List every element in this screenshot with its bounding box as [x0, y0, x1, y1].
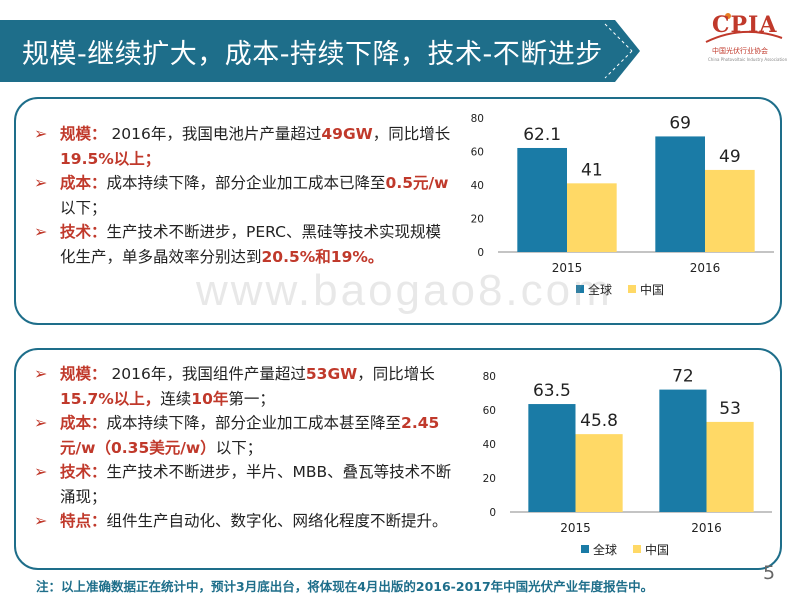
bar-全球	[655, 136, 705, 252]
bullet-list: ➢ 规模： 2016年，我国电池片产量超过49GW，同比增长 19.5%以上； ➢ 成本…	[34, 122, 454, 269]
bullet-text: 以下；	[215, 438, 263, 457]
bullet-text: ，同比增长	[372, 125, 451, 143]
y-tick-label: 0	[489, 507, 496, 519]
bullet-item: ➢ 规模： 2016年，我国组件产量超过53GW，同比增长 15.7%以上，连续10…	[34, 362, 464, 411]
arrow-bullet-icon: ➢	[34, 124, 48, 143]
data-label: 45.8	[580, 411, 618, 431]
y-tick-label: 0	[477, 247, 484, 259]
logo-en-name: China Photovoltaic Industry Association	[708, 57, 788, 62]
bullet-text: ，同比增长	[357, 365, 435, 383]
legend-label: 中国	[645, 542, 669, 557]
highlight-text: 53GW	[305, 365, 358, 383]
bullet-key: 特点：	[60, 512, 107, 530]
legend-label: 全球	[593, 542, 617, 557]
y-tick-label: 80	[471, 113, 484, 125]
bar-chart: 0 20 40 60 80 63.5 45.8 2015 72 53 2016 全球 中国	[483, 367, 772, 557]
legend-swatch	[633, 545, 641, 553]
x-tick-label: 2016	[690, 261, 721, 275]
data-label: 69	[669, 113, 691, 133]
y-tick-label: 60	[471, 147, 484, 159]
page-title: 规模-继续扩大，成本-持续下降，技术-不断进步	[22, 39, 603, 70]
bullet-key: 技术：	[60, 223, 107, 241]
logo-arc-icon	[705, 13, 783, 43]
bullet-text: 生产技术不断进步，PERC、黑硅等技术实现规模化生产，单多晶效率分别达到	[60, 223, 441, 266]
bullet-key: 成本：	[60, 174, 107, 192]
bullet-text: 成本持续下降，部分企业加工成本甚至降至	[106, 414, 402, 432]
bullet-text: 2016年，我国电池片产量超过	[106, 125, 322, 143]
bar-全球	[659, 389, 707, 512]
legend-label: 中国	[640, 282, 664, 297]
legend-label: 全球	[588, 282, 612, 297]
highlight-text: 2.45元/w（0.35美元/w）	[60, 414, 440, 457]
bullet-text: 组件生产自动化、数字化、网络化程度不断提升。	[106, 512, 448, 530]
banner-shape	[0, 20, 640, 82]
bullet-text: 2016年，我国组件产量超过	[106, 365, 306, 383]
bar-中国	[705, 169, 755, 252]
data-label: 49	[719, 147, 741, 167]
highlight-text: 49GW	[321, 125, 373, 143]
bullet-key: 规模：	[60, 365, 107, 383]
bullet-key: 规模：	[60, 125, 107, 143]
y-tick-label: 40	[483, 439, 496, 451]
bullet-item: ➢ 成本：成本持续下降，部分企业加工成本甚至降至2.45元/w（0.35美元/w）…	[34, 411, 464, 460]
footnote: 注：以上准确数据正在统计中，预计3月底出台，将体现在4月出版的2016-2017…	[36, 579, 654, 594]
arrow-bullet-icon: ➢	[34, 364, 48, 383]
watermark: www.baogao8.com	[196, 266, 613, 315]
highlight-text: 15.7%以上，	[60, 389, 161, 408]
bullet-item: ➢ 技术：生产技术不断进步，PERC、黑硅等技术实现规模化生产，单多晶效率分别达到…	[34, 220, 454, 269]
bullet-text: 连续	[160, 389, 192, 408]
bar-中国	[706, 421, 754, 512]
page-number: 5	[763, 562, 776, 584]
y-tick-label: 40	[471, 180, 484, 192]
arrow-bullet-icon: ➢	[34, 511, 48, 530]
bullet-text: 第一；	[228, 389, 275, 408]
x-tick-label: 2015	[560, 521, 591, 535]
legend-swatch	[581, 545, 589, 553]
logo-abbr: CPIA	[712, 12, 778, 38]
panel-modules: ➢ 规模： 2016年，我国组件产量超过53GW，同比增长 15.7%以上，连续10…	[14, 348, 782, 570]
legend-swatch	[628, 285, 636, 293]
y-tick-label: 20	[471, 214, 484, 226]
title-banner: 规模-继续扩大，成本-持续下降，技术-不断进步	[0, 20, 640, 82]
chart-modules: 0 20 40 60 80 63.5 45.8 2015 72 53 2016 全球 中国	[470, 366, 776, 564]
bullet-item: ➢ 成本：成本持续下降，部分企业加工成本已降至0.5元/w 以下；	[34, 171, 454, 220]
bullet-list: ➢ 规模： 2016年，我国组件产量超过53GW，同比增长 15.7%以上，连续10…	[34, 362, 464, 534]
data-label: 41	[581, 160, 603, 180]
arrow-bullet-icon: ➢	[34, 222, 48, 241]
bullet-text: 成本持续下降，部分企业加工成本已降至	[106, 174, 386, 192]
y-tick-label: 80	[483, 371, 496, 383]
legend-swatch	[576, 285, 584, 293]
highlight-text: 20.5%和19%。	[261, 247, 384, 266]
logo-cn-name: 中国光伏行业协会	[712, 47, 768, 55]
bullet-item: ➢ 规模： 2016年，我国电池片产量超过49GW，同比增长 19.5%以上；	[34, 122, 454, 171]
data-label: 53	[719, 399, 741, 419]
cpia-logo: CPIA 中国光伏行业协会 China Photovoltaic Industr…	[698, 4, 788, 70]
bar-全球	[517, 147, 567, 252]
bullet-text: 生产技术不断进步，半片、MBB、叠瓦等技术不断涌现；	[60, 463, 452, 506]
panel-cells: ➢ 规模： 2016年，我国电池片产量超过49GW，同比增长 19.5%以上； ➢ 成本…	[14, 97, 782, 325]
bullet-item: ➢ 技术：生产技术不断进步，半片、MBB、叠瓦等技术不断涌现；	[34, 460, 464, 509]
x-tick-label: 2015	[552, 261, 583, 275]
bullet-key: 成本：	[60, 414, 107, 432]
bar-中国	[575, 434, 623, 512]
bullet-text: 以下；	[60, 198, 107, 217]
highlight-text: 10年	[191, 389, 229, 408]
chart-cells: 0 20 40 60 80 62.1 41 2015 69 49 2016 全球 中国	[458, 108, 778, 304]
arrow-bullet-icon: ➢	[34, 462, 48, 481]
data-label: 63.5	[533, 381, 571, 401]
arrow-bullet-icon: ➢	[34, 413, 48, 432]
highlight-text: 0.5元/w	[385, 174, 449, 192]
bar-全球	[528, 404, 576, 512]
bar-chart: 0 20 40 60 80 62.1 41 2015 69 49 2016 全球 中国	[471, 113, 774, 297]
data-label: 62.1	[523, 125, 561, 145]
y-tick-label: 20	[483, 473, 496, 485]
arrow-bullet-icon: ➢	[34, 173, 48, 192]
data-label: 72	[672, 367, 694, 387]
bullet-key: 技术：	[60, 463, 107, 481]
bar-中国	[567, 183, 617, 252]
x-tick-label: 2016	[691, 521, 722, 535]
bullet-item: ➢ 特点：组件生产自动化、数字化、网络化程度不断提升。	[34, 509, 464, 534]
highlight-text: 19.5%以上；	[60, 149, 161, 168]
y-tick-label: 60	[483, 405, 496, 417]
